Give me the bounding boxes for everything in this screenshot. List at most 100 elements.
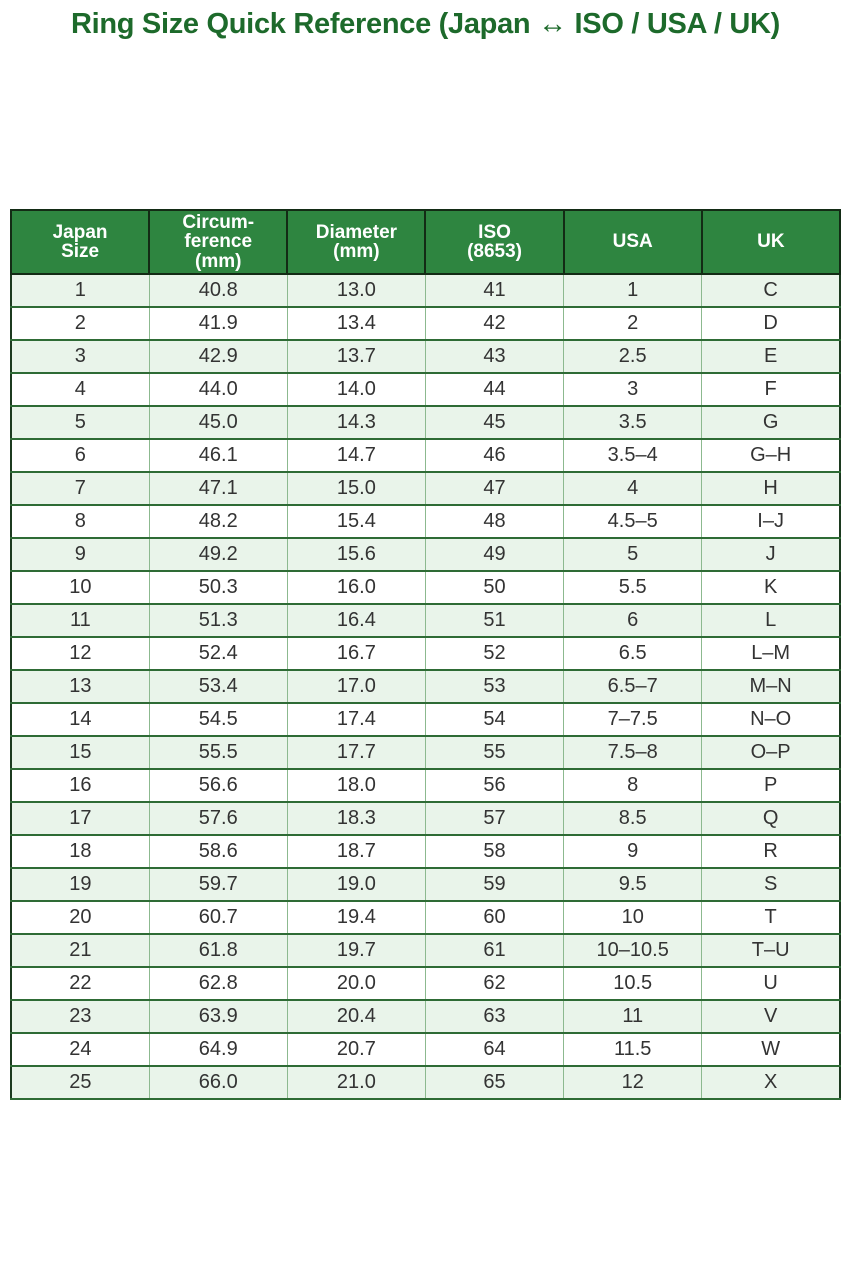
table-cell: 48.2 [148,504,288,540]
table-row: 24 64.9 20.7 64 11.5 W [10,1032,841,1068]
table-cell: H [701,471,841,507]
table-cell: 7 [10,471,150,507]
table-cell: 8 [563,768,703,804]
table-cell: 15.6 [286,537,426,573]
table-cell: 58 [424,834,565,870]
table-cell: 3 [10,339,150,375]
table-cell: 13.7 [286,339,426,375]
table-cell: 11 [563,999,703,1035]
table-cell: 20.4 [286,999,426,1035]
table-row: 11 51.3 16.4 51 6 L [10,603,841,639]
table-cell: 61.8 [148,933,288,969]
table-cell: 49 [424,537,565,573]
table-cell: 16 [10,768,150,804]
table-cell: 56.6 [148,768,288,804]
table-cell: W [701,1032,841,1068]
table-row: 17 57.6 18.3 57 8.5 Q [10,801,841,837]
table-cell: 56 [424,768,565,804]
table-cell: 41 [424,273,565,309]
table-cell: V [701,999,841,1035]
table-row: 21 61.8 19.7 61 10–10.5 T–U [10,933,841,969]
table-row: 8 48.2 15.4 48 4.5–5 I–J [10,504,841,540]
table-cell: 51 [424,603,565,639]
table-row: 22 62.8 20.0 62 10.5 U [10,966,841,1002]
table-row: 10 50.3 16.0 50 5.5 K [10,570,841,606]
table-cell: 6 [563,603,703,639]
table-cell: 41.9 [148,306,288,342]
table-row: 25 66.0 21.0 65 12 X [10,1065,841,1101]
header-cell-japan-size: Japan Size [9,208,151,276]
table-cell: 59 [424,867,565,903]
table-cell: 7–7.5 [563,702,703,738]
table-row: 16 56.6 18.0 56 8 P [10,768,841,804]
table-row: 7 47.1 15.0 47 4 H [10,471,841,507]
table-cell: 55 [424,735,565,771]
table-row: 18 58.6 18.7 58 9 R [10,834,841,870]
table-cell: 9 [563,834,703,870]
table-cell: 53.4 [148,669,288,705]
table-cell: 16.0 [286,570,426,606]
table-cell: 18.3 [286,801,426,837]
page-title: Ring Size Quick Reference (Japan ↔ ISO /… [70,8,781,40]
table-cell: 20.0 [286,966,426,1002]
table-cell: G [701,405,841,441]
table-cell: 52 [424,636,565,672]
table-cell: 10 [563,900,703,936]
table-cell: 52.4 [148,636,288,672]
table-cell: 10–10.5 [563,933,703,969]
table-cell: 15.0 [286,471,426,507]
table-cell: 13.0 [286,273,426,309]
table-header: Japan Size Circum- ference (mm) Diameter… [9,208,842,276]
table-body: 1 40.8 13.0 41 1 C 2 41.9 13.4 42 2 D 3 42.9 13.7 43 2.5… [10,273,841,1101]
table-cell: 17.7 [286,735,426,771]
table-cell: 57 [424,801,565,837]
table-cell: Q [701,801,841,837]
table-cell: 58.6 [148,834,288,870]
table-row: 2 41.9 13.4 42 2 D [10,306,841,342]
table-cell: 19.7 [286,933,426,969]
table-cell: 22 [10,966,150,1002]
table-cell: R [701,834,841,870]
table-cell: 4 [563,471,703,507]
table-cell: 3 [563,372,703,408]
table-row: 23 63.9 20.4 63 11 V [10,999,841,1035]
table-cell: 24 [10,1032,150,1068]
header-cell-diameter: Diameter (mm) [286,208,427,276]
table-cell: 19.4 [286,900,426,936]
table-cell: 60.7 [148,900,288,936]
table-cell: 42 [424,306,565,342]
table-cell: 12 [563,1065,703,1101]
table-cell: 15 [10,735,150,771]
table-cell: 14.7 [286,438,426,474]
table-cell: 40.8 [148,273,288,309]
table-cell: 6.5 [563,636,703,672]
table-cell: 4.5–5 [563,504,703,540]
table-row: 15 55.5 17.7 55 7.5–8 O–P [10,735,841,771]
table-cell: 23 [10,999,150,1035]
table-cell: T–U [701,933,841,969]
table-cell: C [701,273,841,309]
table-cell: O–P [701,735,841,771]
table-cell: 46 [424,438,565,474]
table-cell: 66.0 [148,1065,288,1101]
table-cell: 1 [563,273,703,309]
table-cell: 43 [424,339,565,375]
table-cell: 4 [10,372,150,408]
table-cell: 9 [10,537,150,573]
table-cell: E [701,339,841,375]
table-cell: 46.1 [148,438,288,474]
table-cell: 47.1 [148,471,288,507]
table-cell: 49.2 [148,537,288,573]
table-cell: 57.6 [148,801,288,837]
table-cell: 13.4 [286,306,426,342]
table-row: 20 60.7 19.4 60 10 T [10,900,841,936]
table-row: 19 59.7 19.0 59 9.5 S [10,867,841,903]
table-cell: 25 [10,1065,150,1101]
table-cell: 54 [424,702,565,738]
table-cell: F [701,372,841,408]
table-header-row: Japan Size Circum- ference (mm) Diameter… [9,208,842,276]
table-cell: 2 [563,306,703,342]
table-cell: 5.5 [563,570,703,606]
table-cell: 47 [424,471,565,507]
table-cell: 48 [424,504,565,540]
